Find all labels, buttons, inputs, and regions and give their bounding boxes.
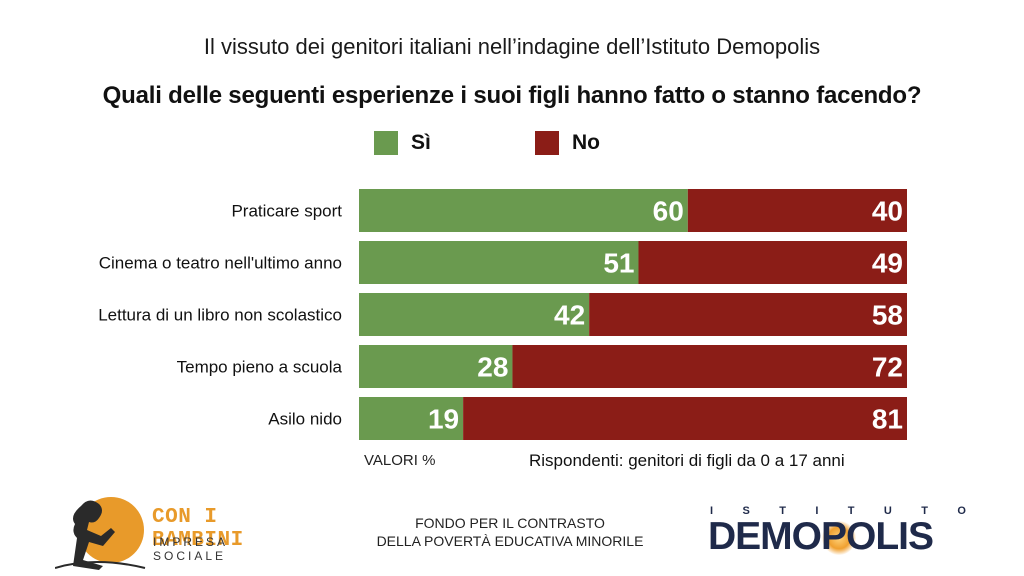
data-label-no: 72 — [872, 352, 903, 383]
bar-segment-no — [512, 345, 907, 388]
bar-segment-no — [589, 293, 907, 336]
demopolis-logo: I S T I T U T O DEMOPOLIS — [708, 505, 966, 565]
cib-logo-subtext: IMPRESA SOCIALE — [153, 535, 228, 563]
data-label-no: 49 — [872, 248, 903, 279]
legend-swatch-yes — [374, 131, 398, 155]
demo-letter: U — [883, 505, 892, 517]
bar-segment-yes — [359, 293, 590, 336]
legend-item-yes: Sì — [374, 131, 431, 155]
bar-segment-yes — [359, 345, 513, 388]
bar-segment-yes — [359, 397, 464, 440]
bar-segment-no — [687, 189, 907, 232]
chart-subtitle: Il vissuto dei genitori italiani nell’in… — [203, 34, 821, 59]
data-label-yes: 42 — [554, 300, 585, 331]
bar-segment-yes — [359, 241, 639, 284]
demo-letter: I — [710, 505, 714, 517]
data-label-yes: 60 — [653, 196, 684, 227]
data-label-no: 81 — [872, 404, 903, 435]
demo-letter: T — [847, 505, 855, 517]
legend-swatch-no — [535, 131, 559, 155]
respondents-note: Rispondenti: genitori di figli da 0 a 17… — [529, 451, 845, 470]
bar-segment-no — [638, 241, 907, 284]
category-label: Asilo nido — [268, 410, 342, 429]
legend-label-no: No — [572, 131, 600, 154]
child-reading-icon — [55, 497, 146, 570]
chart-title: Quali delle seguenti esperienze i suoi f… — [102, 82, 922, 109]
data-label-yes: 19 — [428, 404, 459, 435]
demo-letter: O — [957, 505, 966, 517]
units-note: VALORI % — [364, 452, 436, 469]
demo-letter: T — [921, 505, 928, 517]
legend-label-yes: Sì — [411, 131, 431, 154]
demopolis-o-glow — [822, 521, 856, 555]
fondo-line-1: FONDO PER IL CONTRASTO — [415, 515, 605, 531]
cib-logo-text: CON I BAMBINI — [152, 506, 244, 552]
bar-segment-yes — [359, 189, 688, 232]
bar-segment-no — [463, 397, 907, 440]
data-label-yes: 28 — [477, 352, 508, 383]
category-label: Lettura di un libro non scolastico — [98, 306, 342, 325]
data-label-no: 40 — [872, 196, 903, 227]
legend-item-no: No — [535, 131, 600, 155]
data-label-no: 58 — [872, 300, 903, 331]
con-i-bambini-logo: CON I BAMBINI IMPRESA SOCIALE — [55, 490, 300, 570]
fondo-line-2: DELLA POVERTÀ EDUCATIVA MINORILE — [376, 533, 644, 549]
category-label: Tempo pieno a scuola — [177, 358, 343, 377]
demo-letter: T — [779, 505, 786, 517]
demopolis-wordmark: DEMOPOLIS — [708, 515, 934, 558]
fondo-text: FONDO PER IL CONTRASTO DELLA POVERTÀ EDU… — [360, 514, 660, 550]
demo-letter: I — [815, 505, 819, 517]
category-label: Cinema o teatro nell'ultimo anno — [99, 254, 342, 273]
category-label: Praticare sport — [231, 202, 342, 221]
demo-letter: S — [742, 505, 750, 517]
data-label-yes: 51 — [603, 248, 634, 279]
demopolis-istituto-text: I S T I T U T O — [710, 505, 966, 517]
